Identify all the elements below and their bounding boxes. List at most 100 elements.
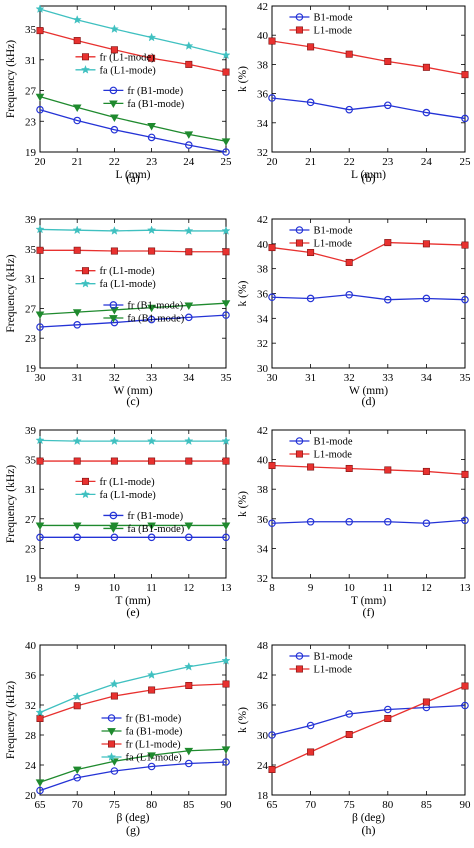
x-tick-label: 33 [146,372,158,384]
data-point [222,533,230,542]
data-point [268,765,276,773]
series-line [271,704,466,736]
y-tick-label: 40 [257,455,269,467]
y-tick-label: 39 [25,214,37,226]
data-point [72,691,82,701]
data-point [110,767,119,775]
series-line [271,40,466,76]
legend-marker [295,226,304,234]
legend: fr (B1-mode) fa (B1-mode) [103,511,185,535]
data-point [422,467,430,475]
data-point [35,224,45,234]
x-axis-label: L (mm) [115,169,150,181]
y-tick-label: 27 [25,86,37,98]
y-tick-label: 32 [257,573,268,585]
data-point [148,457,156,465]
data-point [184,226,194,235]
y-tick-label: 31 [25,55,36,67]
legend-marker [107,728,116,736]
data-point [36,533,44,542]
x-tick-label: 80 [382,799,394,811]
data-point [345,710,354,718]
x-tick-label: 9 [74,582,80,594]
y-tick-label: 27 [25,303,37,315]
y-tick-label: 24 [25,760,37,772]
y-tick-label: 23 [25,543,37,555]
data-point [184,302,194,311]
data-point [306,294,315,303]
legend-label: fr (B1-mode) [127,511,183,522]
data-point [345,290,354,299]
data-point [307,463,315,471]
legend-marker [80,65,90,74]
data-point [461,241,469,249]
y-axis-label: k (%) [237,707,249,733]
legend-marker [109,301,118,309]
legend-marker [81,477,89,485]
data-point [73,533,82,542]
series-line [271,519,466,524]
data-point [147,533,156,542]
series-line [39,8,227,56]
y-tick-label: 19 [25,363,37,375]
data-point [73,320,82,329]
x-tick-label: 20 [35,156,47,168]
x-tick-label: 10 [344,582,356,594]
data-point [383,705,392,714]
data-point [147,670,157,679]
y-tick-label: 42 [257,214,268,226]
data-point [222,758,230,766]
data-point [345,105,354,114]
x-tick-label: 35 [221,372,233,384]
x-tick-label: 11 [383,582,394,594]
series-line [39,439,226,442]
legend-label: fr (L1-mode) [99,266,155,277]
legend-label: B1-mode [313,13,352,24]
legend: fr (L1-mode) fa (L1-mode) [75,266,156,290]
y-tick-label: 20 [25,790,37,802]
data-point [185,759,193,768]
x-tick-label: 9 [308,582,314,594]
legend-label: fr (B1-mode) [126,714,182,725]
data-point [422,294,431,303]
data-point [222,457,230,465]
legend-marker [295,26,303,34]
data-point [184,747,194,756]
y-tick-label: 34 [257,313,269,325]
x-axis-label: β (deg) [352,812,385,824]
data-point [147,32,157,42]
axes-frame [39,218,227,369]
legend-label: fr (B1-mode) [127,86,183,97]
data-point [185,533,193,542]
data-point [110,533,119,542]
data-point [35,4,45,13]
legend-label: L1-mode [313,665,352,676]
data-point [148,247,156,255]
data-point [422,698,430,706]
data-point [147,304,156,313]
x-axis-label: β (deg) [117,812,150,824]
axes-frame [271,644,466,796]
data-point [221,655,231,665]
x-tick-label: 12 [183,582,194,594]
series-line [39,761,227,792]
data-point [222,148,230,156]
data-point [147,436,157,445]
data-point [185,248,193,256]
x-tick-label: 30 [35,372,47,384]
data-point [73,457,81,465]
legend-label: B1-mode [313,437,352,448]
y-tick-label: 35 [25,244,37,256]
data-point [185,681,193,689]
series-line [39,748,227,783]
y-tick-label: 42 [257,670,268,682]
data-point [109,436,119,445]
data-point [307,748,315,756]
x-tick-label: 11 [146,582,157,594]
data-point [268,519,276,528]
data-point [72,436,82,445]
data-point [185,60,193,68]
data-point [110,46,118,54]
data-point [35,707,45,717]
x-tick-label: 32 [109,372,120,384]
